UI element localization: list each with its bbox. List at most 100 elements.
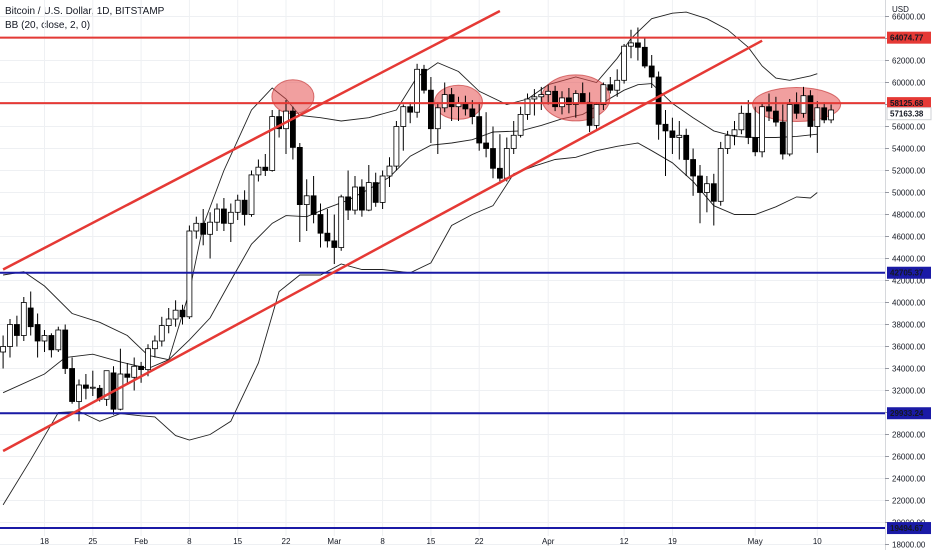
x-tick-label: Apr	[542, 537, 555, 546]
candle-up	[545, 90, 552, 96]
candle-up	[738, 112, 745, 131]
candle-down	[607, 84, 614, 91]
candle-up	[158, 325, 165, 342]
x-tick-label: 18	[40, 537, 49, 546]
candle-up	[7, 324, 13, 347]
candle-down	[641, 46, 648, 67]
candle-up	[269, 116, 276, 171]
candle-down	[427, 89, 434, 130]
candle-up	[145, 348, 151, 371]
candle-down	[407, 106, 414, 113]
candle-up	[800, 95, 807, 114]
candle-up	[621, 45, 627, 81]
candle-up	[207, 221, 214, 235]
y-tick-label: 22000.00	[892, 497, 926, 506]
candle-up	[20, 302, 27, 336]
horizontal-levels	[0, 36, 885, 530]
bollinger-lower-line	[2, 142, 818, 506]
candle-up	[283, 110, 289, 130]
candle-down	[807, 95, 814, 127]
candle-up	[731, 129, 738, 136]
title-separator: ,	[109, 6, 116, 17]
candle-down	[710, 183, 717, 202]
candle-up	[0, 346, 6, 353]
price-label: 58125.68	[890, 99, 924, 108]
candle-up	[76, 384, 82, 402]
trend-lines	[2, 9, 763, 453]
candle-up	[55, 329, 62, 351]
candle-up	[441, 94, 448, 109]
price-label-box	[887, 97, 931, 110]
symbol-name: Bitcoin / U.S. Dollar	[5, 6, 92, 17]
candle-up	[248, 174, 255, 215]
candle-down	[62, 329, 69, 369]
gridlines	[0, 0, 885, 545]
candle-up	[434, 107, 441, 130]
x-tick-label: 15	[426, 537, 435, 546]
candle-up	[165, 318, 172, 326]
candle-up	[386, 165, 393, 177]
time-axis: 18 25 Feb 8 15 22 Mar 8 15 22 Apr 12 19 May 10	[40, 537, 822, 546]
candle-down	[579, 93, 586, 103]
plot-area	[0, 0, 885, 545]
candle-up	[538, 94, 545, 98]
y-tick-label: 40000.00	[892, 299, 926, 308]
candle-down	[34, 324, 41, 342]
candle-down	[635, 42, 641, 48]
candle-down	[496, 167, 503, 179]
candle-up	[255, 166, 262, 176]
candle-up	[786, 104, 793, 155]
candle-down	[766, 106, 772, 112]
x-tick-label: 12	[620, 537, 629, 546]
candle-down	[773, 110, 779, 123]
candle-up	[41, 335, 48, 342]
candle-up	[193, 222, 200, 232]
candle-up	[724, 134, 731, 149]
x-tick-label: 22	[475, 537, 484, 546]
candle-up	[393, 126, 400, 167]
candle-down	[345, 196, 352, 211]
candle-down	[200, 222, 207, 235]
candle-up	[717, 148, 724, 202]
y-tick-label: 18000.00	[892, 541, 926, 550]
y-tick-label: 42000.00	[892, 277, 926, 286]
x-tick-label: 25	[88, 537, 97, 546]
trend-line	[2, 9, 501, 271]
candles	[0, 27, 834, 422]
candle-up	[704, 183, 710, 193]
x-tick-label: 8	[380, 537, 385, 546]
y-tick-label: 56000.00	[892, 123, 926, 132]
price-label-box	[886, 107, 932, 121]
candle-up	[600, 84, 607, 105]
bollinger-middle-line	[2, 83, 818, 394]
x-tick-label: 19	[668, 537, 677, 546]
candle-down	[421, 68, 427, 91]
candle-down	[476, 116, 483, 144]
candle-down	[669, 130, 676, 138]
candle-up	[759, 106, 765, 153]
y-tick-label: 62000.00	[892, 57, 926, 66]
candle-down	[324, 232, 331, 242]
candle-down	[552, 90, 558, 108]
candle-down	[697, 175, 703, 193]
y-tick-label: 60000.00	[892, 79, 926, 88]
candle-up	[352, 186, 358, 211]
candle-up	[131, 365, 138, 378]
candle-down	[241, 199, 248, 215]
x-tick-label: Feb	[134, 537, 148, 546]
candle-down	[124, 373, 131, 378]
y-tick-label: 26000.00	[892, 453, 926, 462]
candle-down	[138, 365, 145, 370]
x-tick-label: 8	[187, 537, 192, 546]
candle-down	[821, 107, 828, 121]
x-tick-label: Mar	[327, 537, 341, 546]
candle-up	[103, 370, 110, 400]
candle-up	[186, 230, 193, 318]
candle-up	[503, 148, 510, 179]
price-label-box	[887, 31, 931, 44]
y-tick-label: 54000.00	[892, 145, 926, 154]
price-label-box	[887, 407, 931, 420]
indicator-label: BB (20, close, 2, 0)	[5, 20, 91, 31]
bollinger-upper-line	[3, 11, 818, 361]
